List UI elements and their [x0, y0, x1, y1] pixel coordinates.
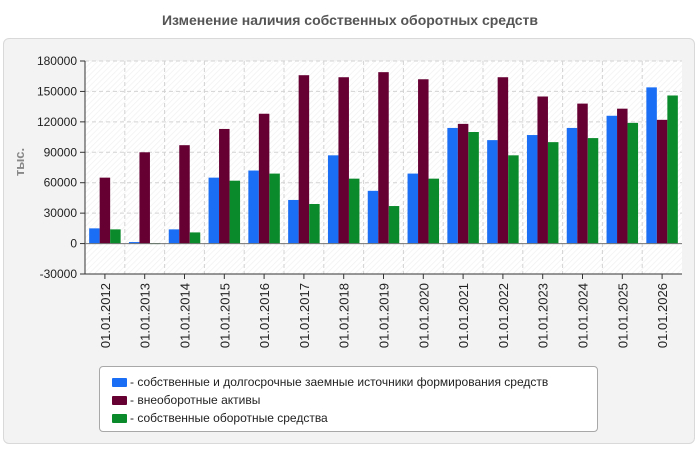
- x-tick-label: 01.01.2014: [178, 283, 193, 348]
- bar-1-01.01.2016: [248, 170, 259, 244]
- x-tick-label: 01.01.2024: [576, 283, 591, 348]
- bar-1-01.01.2012: [89, 228, 100, 244]
- legend-swatch: [112, 377, 127, 387]
- bar-1-01.01.2026: [646, 87, 657, 244]
- bar-1-01.01.2018: [327, 155, 339, 244]
- x-tick-label: 01.01.2017: [297, 283, 312, 348]
- bar-1-01.01.2023: [526, 135, 538, 244]
- bar-2-01.01.2019: [378, 72, 389, 244]
- y-tick-label: -30000: [40, 267, 78, 281]
- bar-3-01.01.2019: [388, 206, 400, 244]
- y-tick-label: 120000: [37, 115, 77, 129]
- y-tick-label: 30000: [44, 206, 78, 220]
- bar-1-01.01.2019: [367, 190, 379, 244]
- legend-item-2: - внеоборотные активы: [112, 391, 597, 409]
- bar-2-01.01.2017: [298, 75, 310, 244]
- bar-2-01.01.2025: [617, 108, 628, 244]
- bar-3-01.01.2014: [189, 232, 201, 244]
- x-tick-label: 01.01.2020: [416, 283, 431, 348]
- x-tick-label: 01.01.2019: [377, 283, 392, 348]
- y-tick-label: 60000: [44, 176, 78, 190]
- legend-label: - внеоборотные активы: [130, 393, 261, 407]
- y-axis-label: тыс.: [12, 148, 27, 176]
- bar-3-01.01.2023: [547, 142, 559, 244]
- bar-3-01.01.2018: [348, 178, 360, 244]
- bar-1-01.01.2024: [566, 127, 578, 244]
- bar-1-01.01.2021: [447, 127, 458, 244]
- y-tick-label: 0: [70, 237, 77, 251]
- x-tick-label: 01.01.2016: [257, 283, 272, 348]
- x-tick-label: 01.01.2018: [337, 283, 352, 348]
- legend-swatch: [112, 413, 127, 423]
- legend-item-3: - собственные оборотные средства: [112, 409, 597, 427]
- bar-3-01.01.2015: [229, 180, 241, 244]
- bar-1-01.01.2022: [487, 140, 498, 244]
- bar-3-01.01.2021: [468, 132, 479, 244]
- chart-title: Изменение наличия собственных оборотных …: [161, 12, 539, 28]
- x-tick-label: 01.01.2021: [456, 283, 471, 348]
- y-tick-label: 150000: [37, 84, 77, 98]
- legend-swatch: [112, 395, 127, 405]
- bar-2-01.01.2021: [457, 123, 469, 244]
- x-tick-label: 01.01.2015: [217, 283, 232, 348]
- bar-1-01.01.2020: [407, 173, 419, 244]
- y-tick-label: 180000: [37, 54, 77, 68]
- y-tick-label: 90000: [44, 145, 78, 159]
- bar-2-01.01.2022: [497, 77, 509, 244]
- bar-1-01.01.2017: [288, 199, 299, 244]
- bar-2-01.01.2024: [577, 103, 588, 244]
- bar-2-01.01.2016: [258, 113, 270, 244]
- bar-3-01.01.2024: [587, 138, 599, 244]
- chart-legend: - собственные и долгосрочные заемные ист…: [99, 366, 598, 432]
- legend-item-1: - собственные и долгосрочные заемные ист…: [112, 373, 597, 391]
- bar-3-01.01.2026: [667, 95, 678, 244]
- bar-2-01.01.2023: [537, 96, 548, 244]
- bar-2-01.01.2013: [139, 152, 150, 244]
- bar-2-01.01.2018: [338, 77, 349, 244]
- bar-3-01.01.2025: [627, 122, 639, 244]
- bar-1-01.01.2015: [208, 177, 220, 244]
- bar-1-01.01.2014: [168, 229, 180, 244]
- x-tick-label: 01.01.2022: [496, 283, 511, 348]
- bar-2-01.01.2012: [99, 177, 111, 244]
- bar-1-01.01.2025: [606, 115, 618, 244]
- bar-2-01.01.2014: [179, 145, 190, 244]
- bar-3-01.01.2022: [508, 155, 519, 244]
- bar-3-01.01.2016: [269, 173, 280, 244]
- bar-1-01.01.2013: [128, 242, 140, 244]
- legend-label: - собственные и долгосрочные заемные ист…: [130, 375, 549, 389]
- x-tick-label: 01.01.2026: [655, 283, 670, 348]
- bar-3-01.01.2012: [110, 229, 121, 244]
- bar-3-01.01.2017: [309, 204, 320, 244]
- bar-2-01.01.2015: [219, 128, 230, 244]
- bar-2-01.01.2026: [656, 119, 668, 244]
- legend-label: - собственные оборотные средства: [130, 411, 328, 425]
- x-tick-label: 01.01.2025: [615, 283, 630, 348]
- x-tick-label: 01.01.2023: [536, 283, 551, 348]
- x-tick-label: 01.01.2012: [98, 283, 113, 348]
- x-tick-label: 01.01.2013: [138, 283, 153, 348]
- bar-2-01.01.2020: [418, 79, 429, 244]
- bar-3-01.01.2020: [428, 178, 440, 244]
